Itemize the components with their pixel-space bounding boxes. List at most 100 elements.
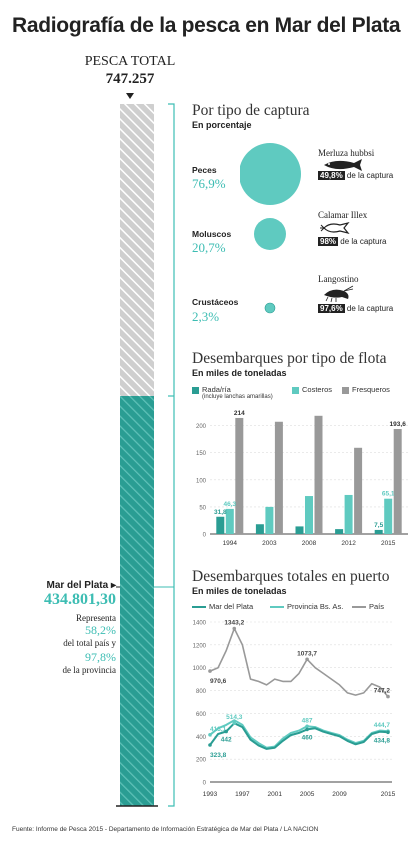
fleet-bar [265,506,274,534]
species-pct-merluza: 49,8% [318,171,345,180]
port-xtick-label: 2005 [300,791,315,798]
shrimp-icon [324,285,354,303]
capture-value-peces: 76,9% [192,176,226,191]
source-note: Fuente: Informe de Pesca 2015 - Departam… [12,826,319,833]
species-suffix-merluza: de la captura [346,171,394,180]
bubble-peces [240,143,301,205]
species-pct-langostino: 97,6% [318,304,345,313]
port-data-label: 514,3 [226,714,243,721]
fleet-bar [335,529,344,534]
fleet-legend-rada-note: (incluye lanchas amarillas) [202,394,273,400]
fleet-bar [314,415,323,534]
pesca-total-value: 747.257 [105,71,155,87]
port-chart-title: Desembarques totales en puerto [192,568,390,585]
fleet-data-label: 7,5 [374,522,383,529]
port-ytick-label: 600 [196,712,207,718]
fleet-data-label: 46,3 [223,501,236,508]
port-data-point [386,694,390,699]
capture-value-moluscos: 20,7% [192,240,226,255]
fleet-data-label: 31,8 [214,509,227,516]
species-suffix-langostino: de la captura [346,304,394,313]
port-data-label: 442 [221,736,232,743]
port-data-point [224,729,228,734]
species-pct-calamar: 98% [318,237,339,246]
capture-chart-title: Por tipo de captura [192,102,310,119]
fleet-bar [374,529,383,534]
mdp-label: Mar del Plata [46,580,109,591]
fleet-xtick-label: 2012 [341,540,356,547]
port-data-point [386,730,390,735]
fleet-bar [344,494,353,534]
port-data-label: 747,2 [374,688,391,695]
port-xtick-label: 1993 [203,791,218,798]
port-data-label: 434,8 [374,737,391,744]
port-ytick-label: 0 [203,781,207,787]
mdp-line3: de la provincia [62,665,116,675]
mdp-line1: Representa [76,613,116,623]
port-chart-subtitle: En miles de toneladas [192,586,287,596]
port-line-chart: 0 200 400 600 800 1000 1200 1400 1993 1997 2001 200… [193,619,396,798]
port-series-line [209,719,389,749]
fleet-ytick-label: 200 [196,424,207,430]
fleet-xtick-label: 2015 [381,540,396,547]
mdp-value: 434.801,30 [44,591,116,608]
port-ytick-label: 200 [196,758,207,764]
species-suffix-calamar: de la captura [340,237,387,246]
port-ytick-label: 400 [196,735,207,741]
fleet-legend-fresqueros: Fresqueros [342,385,390,394]
port-xtick-label: 2015 [381,791,396,798]
fleet-bar [295,526,304,534]
fleet-legend-rada-label: Rada/ría [202,385,231,394]
bar-pointer-icon [126,93,134,99]
page-title: Radiografía de la pesca en Mar del Plata [12,14,401,37]
port-data-point [208,732,212,737]
fleet-data-label: 214 [234,410,245,417]
port-data-point [232,626,237,631]
species-name-langostino: Langostino [318,274,359,284]
fish-icon [324,159,362,171]
species-name-calamar: Calamar Illex [318,210,368,220]
fleet-bar-chart: 0 50 100 150 200 1994 2003 2008 2012 2015 31,846,3… [196,410,408,547]
bubble-crustaceos [264,302,276,314]
port-series-line [209,627,389,698]
mdp-arrow-icon: ▸ [110,580,116,591]
port-data-point [208,743,212,747]
fleet-xtick-label: 2008 [302,540,317,547]
port-data-label: 460 [302,734,313,741]
fleet-data-label: 65,1 [382,491,395,498]
capture-label-moluscos: Moluscos [192,229,232,239]
fleet-legend-rada: Rada/ría (incluye lanchas amarillas) [192,385,273,400]
bubble-moluscos [254,218,286,250]
fleet-bar [235,417,244,534]
port-xtick-label: 2009 [332,791,347,798]
port-data-label: 1343,2 [224,619,244,626]
capture-bubbles [240,143,301,314]
total-bar-gray-segment [120,104,154,396]
capture-value-crustaceos: 2,3% [192,309,220,324]
total-bar-teal-segment [120,396,154,806]
fleet-bar [255,524,264,534]
port-data-label: 1073,7 [297,650,317,657]
fleet-bar [393,429,402,534]
squid-icon [320,221,350,235]
fleet-bar [216,516,225,534]
capture-chart-subtitle: En porcentaje [192,120,252,130]
port-data-point [208,669,212,673]
port-xtick-label: 1997 [235,791,250,798]
fleet-bar [274,421,283,534]
capture-label-crustaceos: Crustáceos [192,297,239,307]
port-legend-mdp: Mar del Plata [192,602,253,611]
port-data-label: 487 [302,717,313,724]
port-data-point [232,721,237,726]
capture-label-peces: Peces [192,165,217,175]
fleet-ytick-label: 100 [196,478,207,484]
port-series-line [209,722,389,750]
port-xtick-label: 2001 [267,791,282,798]
port-ytick-label: 1400 [193,621,207,627]
port-legend-pais: País [352,602,384,611]
port-legend-provincia: Provincia Bs. As. [270,602,343,611]
species-name-merluza: Merluza hubbsi [318,148,375,158]
mdp-pct-province: 97,8% [85,650,116,664]
mdp-pct-country: 58,2% [85,623,116,637]
